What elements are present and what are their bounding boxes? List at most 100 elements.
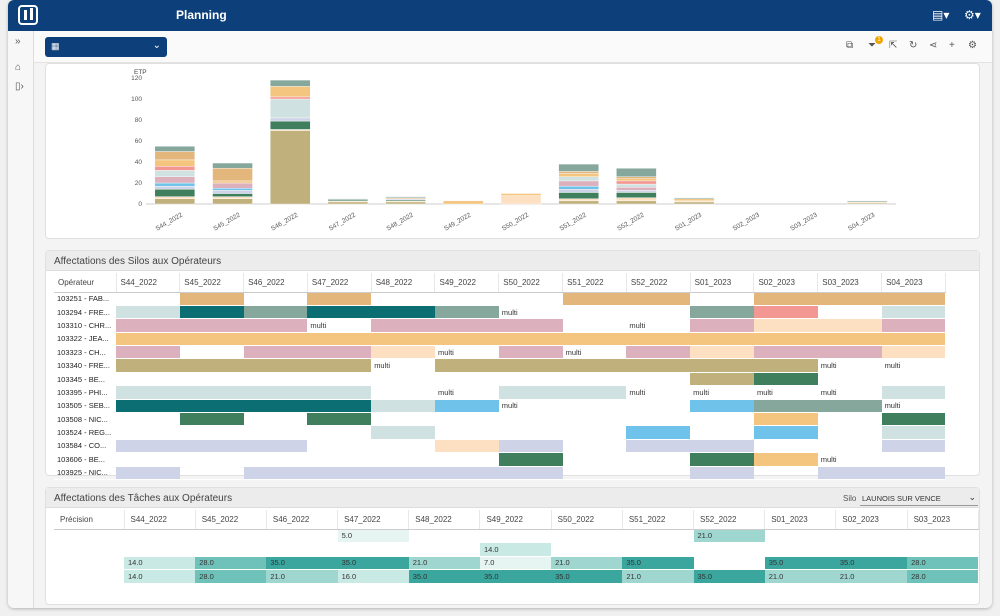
- assignment-cell[interactable]: [371, 425, 435, 440]
- column-header-week[interactable]: S49_2022: [434, 273, 500, 293]
- assignment-cell[interactable]: [498, 385, 563, 400]
- assignment-cell[interactable]: [753, 292, 818, 306]
- assignment-cell[interactable]: [498, 439, 563, 454]
- assignment-cell[interactable]: [243, 412, 308, 427]
- assignment-cell[interactable]: [562, 439, 627, 454]
- assignment-cell[interactable]: [434, 305, 499, 320]
- task-value-cell[interactable]: 28.0: [195, 556, 267, 570]
- assignment-cell[interactable]: [243, 452, 308, 467]
- column-header-week[interactable]: S04_2023: [881, 273, 946, 293]
- table-row[interactable]: 103505 - SEB... multi multi: [54, 399, 946, 414]
- assignment-cell[interactable]: [116, 345, 180, 360]
- assignment-cell[interactable]: [434, 412, 499, 427]
- assignment-cell[interactable]: [626, 425, 691, 440]
- assignment-cell[interactable]: [881, 466, 946, 480]
- assignment-cell[interactable]: [817, 332, 882, 347]
- assignment-cell[interactable]: [116, 372, 180, 387]
- assignment-cell[interactable]: [307, 292, 372, 306]
- column-header-precision[interactable]: Précision: [54, 510, 125, 530]
- table-row[interactable]: 103584 - CO...: [54, 439, 946, 454]
- assignment-cell[interactable]: [243, 425, 308, 440]
- task-value-cell[interactable]: [622, 529, 694, 543]
- assignment-cell[interactable]: multi: [434, 345, 499, 360]
- task-value-cell[interactable]: [124, 542, 196, 557]
- task-value-cell[interactable]: [835, 542, 908, 557]
- assignment-cell[interactable]: [243, 345, 308, 360]
- assignment-cell[interactable]: [243, 399, 308, 414]
- assignment-cell[interactable]: multi: [881, 399, 946, 414]
- assignment-cell[interactable]: [626, 332, 691, 347]
- task-value-cell[interactable]: 35.0: [764, 556, 836, 570]
- assignment-cell[interactable]: [817, 399, 882, 414]
- table-row[interactable]: 103310 - CHR... multi multi: [54, 318, 946, 333]
- task-value-cell[interactable]: [266, 529, 338, 543]
- assignment-cell[interactable]: [817, 372, 882, 387]
- gear-icon[interactable]: ⚙▾: [964, 8, 981, 22]
- column-header-week[interactable]: S50_2022: [498, 273, 564, 293]
- assignment-cell[interactable]: [881, 412, 946, 427]
- table-row[interactable]: 103294 - FRE... multi: [54, 305, 946, 320]
- task-value-cell[interactable]: [266, 542, 338, 557]
- task-value-cell[interactable]: [622, 542, 694, 557]
- assignment-cell[interactable]: [881, 345, 946, 360]
- assignment-cell[interactable]: [307, 425, 372, 440]
- assignment-cell[interactable]: [690, 358, 754, 373]
- assignment-cell[interactable]: [307, 345, 372, 360]
- assignment-cell[interactable]: [562, 425, 627, 440]
- assignment-cell[interactable]: [498, 372, 563, 387]
- assignment-cell[interactable]: [817, 292, 882, 306]
- assignment-cell[interactable]: [817, 305, 882, 320]
- assignment-cell[interactable]: [243, 318, 308, 333]
- assignment-cell[interactable]: [498, 358, 563, 373]
- table-row[interactable]: 103395 - PHI... multi multi multi multi multi: [54, 385, 946, 400]
- task-value-cell[interactable]: [764, 529, 836, 543]
- task-value-cell[interactable]: 28.0: [907, 556, 979, 570]
- assignment-cell[interactable]: [434, 466, 499, 480]
- column-header-week[interactable]: S46_2022: [266, 510, 339, 530]
- task-value-cell[interactable]: 21.0: [408, 556, 480, 570]
- assignment-cell[interactable]: [179, 466, 244, 480]
- task-value-cell[interactable]: 14.0: [479, 542, 552, 557]
- assignment-cell[interactable]: [562, 358, 627, 373]
- assignment-cell[interactable]: [307, 385, 372, 400]
- assignment-cell[interactable]: [371, 399, 435, 414]
- task-value-cell[interactable]: [195, 542, 267, 557]
- copy-icon[interactable]: ⧉: [846, 40, 854, 51]
- task-value-cell[interactable]: [195, 529, 267, 543]
- assignment-cell[interactable]: multi: [817, 358, 882, 373]
- assignment-cell[interactable]: [753, 332, 818, 347]
- assignment-cell[interactable]: [307, 332, 372, 347]
- home-icon[interactable]: ⌂: [15, 62, 22, 73]
- assignment-cell[interactable]: [434, 332, 499, 347]
- assignment-cell[interactable]: [690, 318, 754, 333]
- assignment-cell[interactable]: [690, 425, 754, 440]
- assignment-cell[interactable]: multi: [498, 305, 563, 320]
- task-value-cell[interactable]: 21.0: [764, 569, 836, 584]
- column-header-week[interactable]: S48_2022: [371, 273, 436, 293]
- assignment-cell[interactable]: [498, 292, 563, 306]
- table-row[interactable]: 14.0 28.0 35.0 35.0 21.0 7.0 21.0 35.0 35.0 35.0 2…: [54, 556, 979, 570]
- assignment-cell[interactable]: [116, 466, 180, 480]
- assignment-cell[interactable]: [307, 305, 372, 320]
- column-header-week[interactable]: S46_2022: [243, 273, 308, 293]
- assignment-cell[interactable]: [817, 345, 882, 360]
- column-header-week[interactable]: S01_2023: [690, 273, 755, 293]
- assignment-cell[interactable]: [179, 305, 244, 320]
- assignment-cell[interactable]: [753, 305, 818, 320]
- assignment-cell[interactable]: [371, 412, 435, 427]
- task-value-cell[interactable]: 5.0: [337, 529, 409, 543]
- task-value-cell[interactable]: [124, 529, 196, 543]
- assignment-cell[interactable]: [116, 425, 180, 440]
- task-value-cell[interactable]: 21.0: [551, 556, 623, 570]
- assignment-cell[interactable]: [562, 292, 627, 306]
- task-value-cell[interactable]: 14.0: [124, 556, 196, 570]
- assignment-cell[interactable]: [562, 372, 627, 387]
- add-icon[interactable]: +: [949, 40, 955, 51]
- assignment-cell[interactable]: [371, 439, 435, 454]
- assignment-cell[interactable]: [626, 412, 691, 427]
- assignment-cell[interactable]: [881, 292, 946, 306]
- task-value-cell[interactable]: 35.0: [266, 556, 338, 570]
- assignment-cell[interactable]: [116, 292, 180, 306]
- task-value-cell[interactable]: [551, 529, 623, 543]
- assignment-cell[interactable]: [690, 452, 754, 467]
